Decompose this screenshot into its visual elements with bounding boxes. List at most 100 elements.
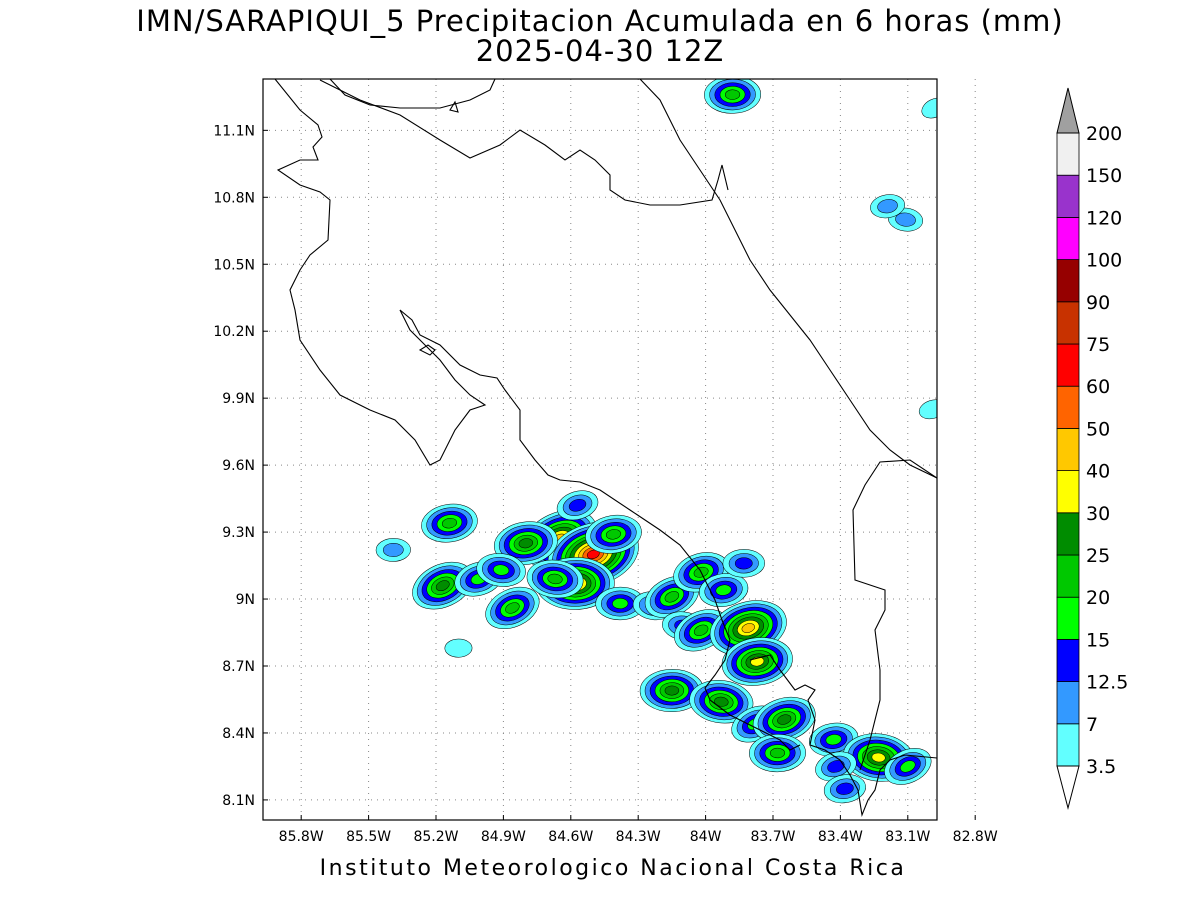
precip-contour-20 (547, 573, 563, 585)
precip-contour-20 (693, 624, 709, 636)
colorbar-label: 25 (1086, 545, 1110, 567)
precip-contour-12.5 (827, 760, 845, 773)
precip-cell (815, 751, 857, 782)
nicaragua-border (319, 79, 729, 206)
colorbar-label: 30 (1086, 503, 1110, 525)
y-tick-label: 9.3N (222, 525, 255, 541)
lake-nicaragua-shore (329, 79, 496, 109)
colorbar-label: 20 (1086, 587, 1110, 609)
island-2 (418, 344, 436, 356)
precip-contour-40 (741, 623, 755, 633)
precip-contour-15 (493, 564, 510, 576)
precip-contour-25 (664, 685, 680, 696)
precip-cell (921, 97, 937, 119)
precip-contour-20 (769, 747, 786, 759)
colorbar-max-arrow (1056, 87, 1080, 134)
x-tick-label: 83.7W (750, 829, 795, 845)
y-tick-label: 8.7N (222, 659, 255, 675)
colorbar-swatch (1056, 132, 1080, 176)
colorbar-swatch (1056, 301, 1080, 345)
x-tick-label: 84.6W (548, 829, 593, 845)
x-tick-label: 82.8W (953, 829, 998, 845)
y-tick-label: 11.1N (213, 123, 255, 139)
precip-contour-60 (586, 549, 600, 560)
precip-contour-3.5 (918, 399, 937, 420)
y-tick-label: 10.2N (213, 324, 255, 340)
colorbar-swatch (1056, 554, 1080, 598)
precip-contour-15 (825, 734, 842, 746)
y-tick-label: 10.5N (213, 257, 255, 273)
precip-contour-12.5 (836, 782, 854, 795)
colorbar-swatch (1056, 639, 1080, 683)
plot-frame (262, 78, 938, 821)
precip-cell (689, 680, 754, 724)
precipitation-field (375, 79, 937, 804)
precip-cell (493, 521, 558, 566)
colorbar-swatch (1056, 470, 1080, 514)
y-tick-label: 8.1N (222, 793, 255, 809)
lat-lon-grid (263, 79, 976, 820)
y-tick-label: 8.4N (222, 726, 255, 742)
panama-border (852, 459, 937, 771)
colorbar-swatch (1056, 512, 1080, 556)
precip-contour-3.5 (444, 638, 473, 658)
precip-cell (722, 549, 765, 578)
longitude-ticks: 85.8W 85.5W 85.2W 84.9W 84.6W 84.3W 84W 83.7W 83… (279, 815, 998, 845)
x-tick-label: 84.9W (481, 829, 526, 845)
precip-contour-15 (612, 598, 629, 609)
precip-contour-25 (518, 538, 534, 549)
colorbar-swatch (1056, 385, 1080, 429)
precip-contour-25 (435, 580, 450, 592)
colorbar-swatch (1056, 259, 1080, 303)
precip-contour-15 (715, 584, 732, 596)
precip-contour-30 (871, 752, 886, 763)
x-tick-label: 84.3W (616, 829, 661, 845)
precip-contour-7 (382, 542, 404, 557)
y-tick-label: 9N (236, 592, 255, 608)
colorbar-label: 100 (1086, 250, 1122, 272)
precip-contour-20 (724, 89, 741, 100)
precip-cell (639, 669, 704, 713)
colorbar-swatch (1056, 216, 1080, 260)
colorbar-label: 75 (1086, 334, 1110, 356)
x-tick-label: 83.1W (885, 829, 930, 845)
precip-cell (476, 553, 526, 587)
precip-cell (444, 638, 473, 658)
caribbean-coast (639, 79, 937, 479)
precip-contour-7 (877, 199, 898, 214)
precip-contour-15 (900, 760, 916, 773)
precip-cell (556, 490, 599, 521)
colorbar-label: 15 (1086, 629, 1110, 651)
precip-cell (585, 514, 642, 554)
y-tick-label: 9.6N (222, 458, 255, 474)
precip-contour-3.5 (921, 97, 937, 119)
precip-cell (375, 538, 411, 562)
precip-cell (595, 586, 646, 621)
colorbar-label: 12.5 (1086, 672, 1128, 694)
colorbar-label: 7 (1086, 714, 1098, 736)
colorbar-label: 90 (1086, 292, 1110, 314)
precip-cell (698, 573, 749, 607)
precip-contour-12.5 (734, 557, 753, 570)
precip-contour-25 (714, 696, 729, 707)
precip-contour-20 (441, 517, 457, 529)
map-datetime: 2025-04-30 12Z (475, 34, 725, 68)
precip-contour-20 (605, 529, 621, 540)
precip-cell (485, 586, 540, 630)
x-tick-label: 85.8W (279, 829, 324, 845)
colorbar-label: 40 (1086, 461, 1110, 483)
colorbar-swatch (1056, 596, 1080, 640)
y-tick-label: 9.9N (222, 391, 255, 407)
island-1 (449, 100, 459, 113)
precip-contour-12.5 (568, 499, 587, 512)
precip-cell (752, 696, 816, 743)
colorbar-swatch (1056, 427, 1080, 471)
precip-cell (823, 774, 866, 804)
precip-cell (526, 559, 584, 599)
map-title: IMN/SARAPIQUI_5 Precipitacion Acumulada … (136, 4, 1064, 38)
nicaragua-coast (274, 79, 487, 466)
precip-contour-7 (895, 212, 916, 227)
latitude-ticks: 11.1N 10.8N 10.5N 10.2N 9.9N 9.6N 9.3N 9N 8.7N 8.… (213, 123, 268, 809)
colorbar-label: 50 (1086, 418, 1110, 440)
